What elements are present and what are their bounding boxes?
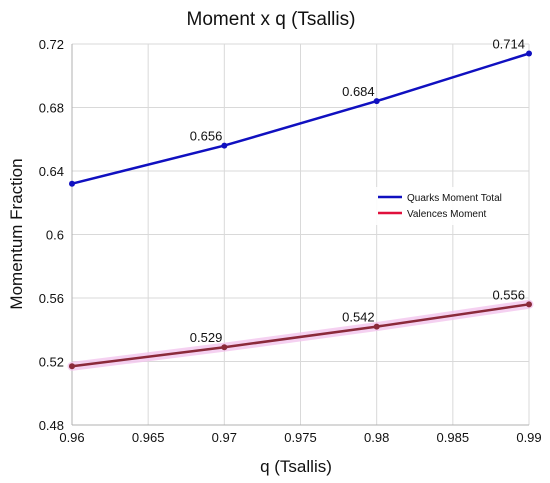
data-point	[373, 98, 380, 105]
grid	[71, 43, 530, 426]
y-tick-label: 0.56	[39, 291, 64, 306]
x-tick-label: 0.99	[516, 430, 541, 445]
data-label: 0.684	[342, 84, 375, 99]
x-tick-label: 0.975	[284, 430, 317, 445]
x-tick-label: 0.965	[132, 430, 165, 445]
legend: Quarks Moment Total Valences Moment	[374, 187, 516, 225]
data-point	[526, 50, 532, 57]
data-label: 0.556	[492, 287, 525, 302]
series-line	[71, 52, 530, 185]
y-tick-label: 0.52	[39, 355, 64, 370]
data-point	[221, 142, 228, 149]
x-tick-label: 0.985	[437, 430, 470, 445]
y-tick-label: 0.72	[39, 37, 64, 52]
axes	[71, 44, 529, 426]
data-point	[221, 344, 228, 351]
y-tick-label: 0.68	[39, 101, 64, 116]
x-tick-label: 0.96	[59, 430, 84, 445]
data-point	[69, 180, 75, 187]
series-layer	[67, 50, 534, 371]
legend-label: Valences Moment	[407, 209, 487, 220]
y-tick-label: 0.64	[39, 164, 64, 179]
data-label: 0.529	[190, 330, 223, 345]
data-label: 0.542	[342, 310, 375, 325]
legend-label: Quarks Moment Total	[407, 193, 502, 204]
legend-box	[374, 187, 516, 225]
data-label: 0.656	[190, 129, 223, 144]
chart-title: Moment x q (Tsallis)	[187, 9, 356, 30]
x-axis-label: q (Tsallis)	[260, 457, 332, 476]
y-tick-label: 0.48	[39, 418, 64, 433]
tick-labels: 0.96 0.965 0.97 0.975 0.98 0.985 0.99 0.48 0.52 0…	[39, 37, 542, 445]
data-point	[373, 323, 380, 330]
x-tick-label: 0.97	[212, 430, 237, 445]
y-axis-label: Momentum Fraction	[7, 158, 26, 309]
data-labels: 0.656 0.684 0.714 0.529 0.542 0.556	[190, 37, 525, 346]
data-point	[526, 301, 532, 308]
data-label: 0.714	[492, 37, 525, 52]
x-tick-label: 0.98	[364, 430, 389, 445]
data-point	[69, 363, 75, 370]
y-tick-label: 0.6	[46, 228, 64, 243]
series-line	[71, 303, 530, 368]
